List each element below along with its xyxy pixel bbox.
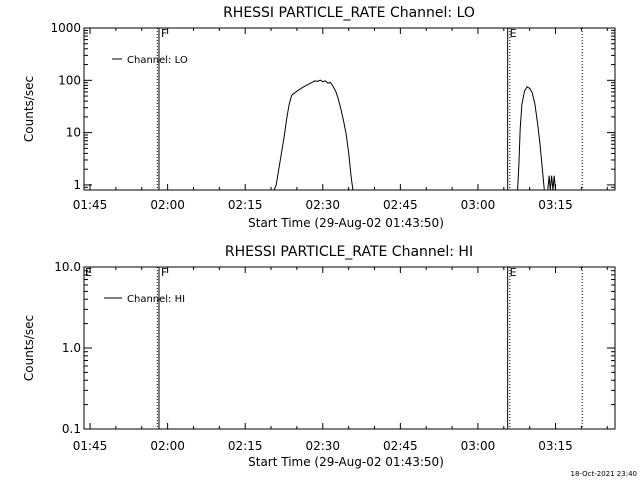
- x-tick-label: 02:15: [228, 198, 263, 212]
- x-tick-label: 03:00: [461, 439, 496, 453]
- chart-panel-hi: RHESSI PARTICLE_RATE Channel: HI 01:45 02:…: [22, 244, 616, 469]
- event-marker-label: E: [510, 27, 517, 40]
- x-tick-label: 02:15: [228, 439, 263, 453]
- chart-title: RHESSI PARTICLE_RATE Channel: HI: [225, 244, 473, 260]
- x-tick-label: 01:45: [73, 439, 108, 453]
- x-tick-label: 02:00: [150, 198, 185, 212]
- legend-entry: Channel: HI: [127, 294, 185, 305]
- x-tick-label: 03:00: [461, 198, 496, 212]
- footer-timestamp: 18-Oct-2021 23:40: [571, 470, 637, 478]
- event-marker-label: E: [510, 266, 517, 279]
- x-axis-label: Start Time (29-Aug-02 01:43:50): [248, 455, 444, 469]
- x-tick-label: 02:00: [150, 439, 185, 453]
- x-tick-label: 02:45: [383, 439, 418, 453]
- x-axis-label: Start Time (29-Aug-02 01:43:50): [248, 216, 444, 230]
- legend-entry: Channel: LO: [127, 55, 188, 66]
- x-tick-label: 03:15: [538, 198, 573, 212]
- series-line-2: [547, 175, 556, 191]
- y-tick-label: 1000: [50, 21, 81, 35]
- x-tick-label: 01:45: [73, 198, 108, 212]
- y-axis-label: Counts/sec: [22, 315, 36, 381]
- event-marker-label: F: [161, 266, 167, 279]
- y-tick-label: 10: [66, 126, 81, 140]
- chart-title: RHESSI PARTICLE_RATE Channel: LO: [223, 5, 475, 21]
- x-tick-label: 02:30: [305, 198, 340, 212]
- series-line-0: [273, 79, 354, 191]
- x-tick-label: 02:30: [305, 439, 340, 453]
- x-tick-label: 02:45: [383, 198, 418, 212]
- y-axis-label: Counts/sec: [22, 76, 36, 142]
- y-tick-label: 1.0: [62, 341, 81, 355]
- corner-marker-label: E: [85, 266, 92, 279]
- event-marker-label: F: [161, 27, 167, 40]
- plot-frame: [83, 266, 616, 430]
- series-line-1: [517, 86, 545, 191]
- y-tick-label: 100: [58, 73, 81, 87]
- y-tick-label: 10.0: [54, 260, 81, 274]
- x-tick-label: 03:15: [538, 439, 573, 453]
- chart-panel-lo: RHESSI PARTICLE_RATE Channel: LO 01:45 02:…: [22, 5, 616, 230]
- plot-frame: [83, 27, 616, 191]
- y-tick-label: 0.1: [62, 422, 81, 436]
- y-tick-label: 1: [73, 178, 81, 192]
